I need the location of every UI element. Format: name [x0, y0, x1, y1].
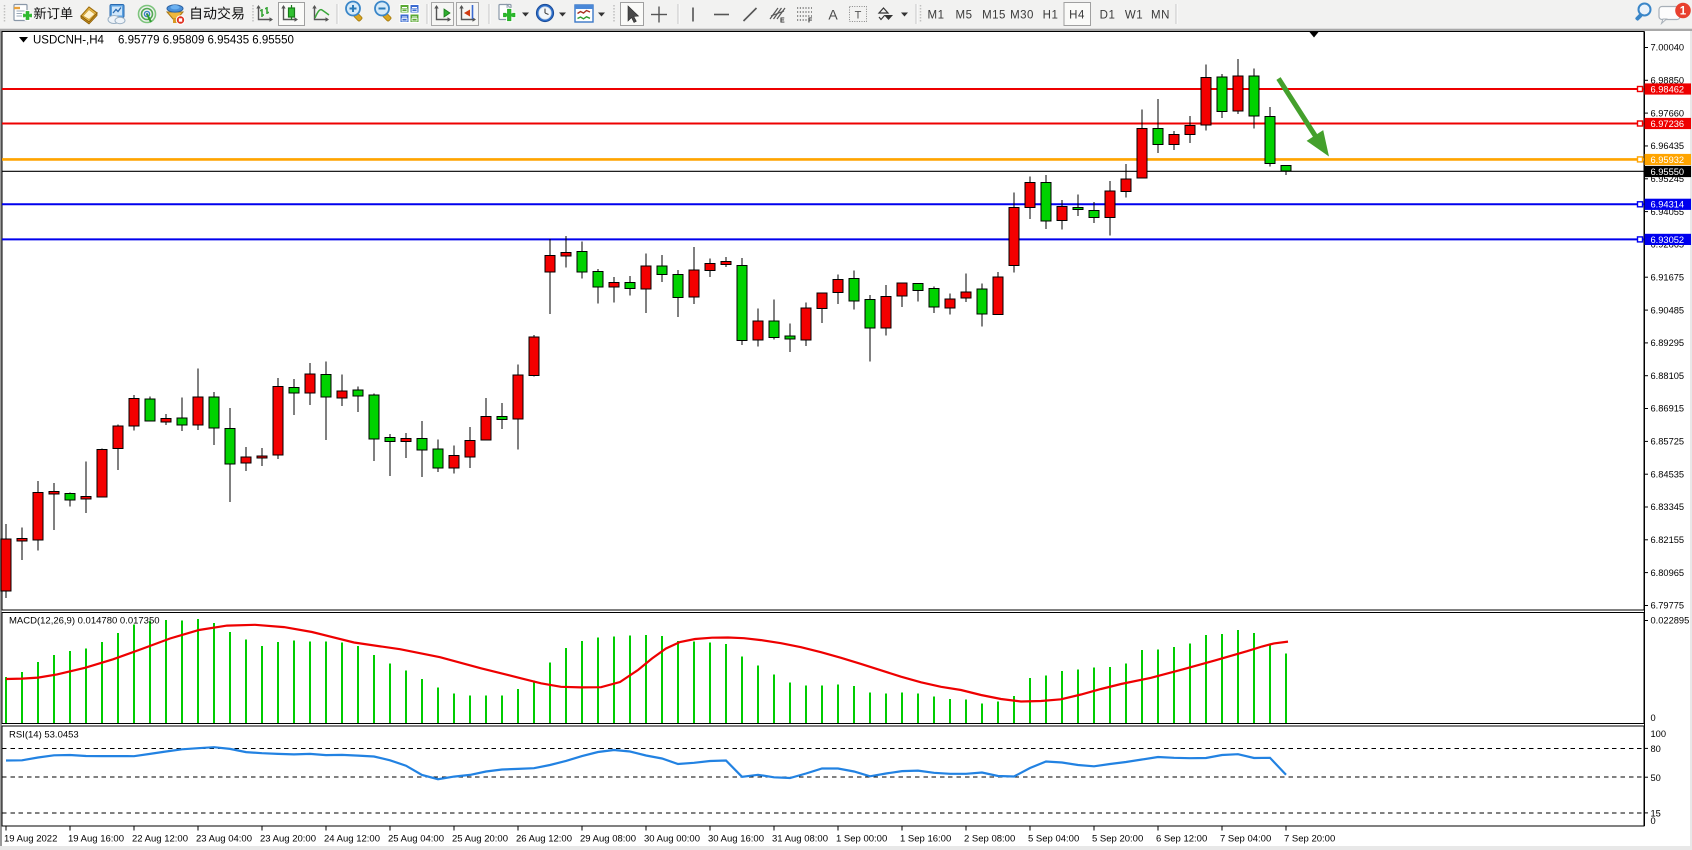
svg-text:6.95550: 6.95550	[1651, 167, 1685, 177]
svg-text:F: F	[808, 18, 813, 25]
svg-text:D1: D1	[1100, 10, 1116, 22]
svg-text:5 Sep 20:00: 5 Sep 20:00	[1092, 834, 1143, 845]
svg-text:100: 100	[1651, 729, 1667, 739]
svg-text:H4: H4	[1069, 10, 1085, 22]
svg-text:6.82155: 6.82155	[1651, 535, 1685, 545]
svg-text:15: 15	[1651, 808, 1661, 818]
svg-text:7.00040: 7.00040	[1651, 43, 1685, 53]
svg-text:6.88105: 6.88105	[1651, 371, 1685, 381]
svg-text:H1: H1	[1043, 10, 1059, 22]
svg-text:1: 1	[1680, 6, 1687, 18]
svg-text:6.90485: 6.90485	[1651, 305, 1685, 315]
svg-text:1 Sep 00:00: 1 Sep 00:00	[836, 834, 887, 845]
svg-text:A: A	[828, 7, 838, 23]
svg-text:6.94055: 6.94055	[1651, 207, 1685, 217]
svg-text:6 Sep 12:00: 6 Sep 12:00	[1156, 834, 1207, 845]
svg-text:6.83345: 6.83345	[1651, 502, 1685, 512]
svg-text:0: 0	[1651, 713, 1656, 723]
svg-text:M5: M5	[956, 10, 973, 22]
svg-text:6.95779 6.95809 6.95435 6.9555: 6.95779 6.95809 6.95435 6.95550	[118, 35, 294, 47]
svg-text:19 Aug 2022: 19 Aug 2022	[4, 834, 57, 845]
svg-text:6.98462: 6.98462	[1651, 84, 1685, 94]
svg-text:6.80965: 6.80965	[1651, 568, 1685, 578]
svg-text:0.022895: 0.022895	[1651, 616, 1690, 626]
svg-text:0: 0	[1651, 816, 1656, 826]
svg-text:23 Aug 04:00: 23 Aug 04:00	[196, 834, 252, 845]
svg-text:6.95932: 6.95932	[1651, 155, 1685, 165]
svg-text:22 Aug 12:00: 22 Aug 12:00	[132, 834, 188, 845]
svg-text:M15: M15	[982, 10, 1006, 22]
svg-text:31 Aug 08:00: 31 Aug 08:00	[772, 834, 828, 845]
svg-text:6.96435: 6.96435	[1651, 141, 1685, 151]
svg-text:50: 50	[1651, 773, 1661, 783]
svg-text:26 Aug 12:00: 26 Aug 12:00	[516, 834, 572, 845]
svg-text:E: E	[780, 18, 785, 25]
svg-text:6.84535: 6.84535	[1651, 469, 1685, 479]
svg-text:6.91675: 6.91675	[1651, 272, 1685, 282]
svg-text:5 Sep 04:00: 5 Sep 04:00	[1028, 834, 1079, 845]
svg-text:1 Sep 16:00: 1 Sep 16:00	[900, 834, 951, 845]
svg-text:6.94314: 6.94314	[1651, 200, 1685, 210]
svg-text:19 Aug 16:00: 19 Aug 16:00	[68, 834, 124, 845]
svg-text:T: T	[855, 10, 862, 22]
svg-text:M30: M30	[1010, 10, 1034, 22]
svg-text:29 Aug 08:00: 29 Aug 08:00	[580, 834, 636, 845]
svg-text:6.97236: 6.97236	[1651, 119, 1685, 129]
svg-text:RSI(14) 53.0453: RSI(14) 53.0453	[9, 730, 79, 741]
svg-text:7 Sep 04:00: 7 Sep 04:00	[1220, 834, 1271, 845]
svg-text:23 Aug 20:00: 23 Aug 20:00	[260, 834, 316, 845]
svg-text:25 Aug 04:00: 25 Aug 04:00	[388, 834, 444, 845]
svg-text:6.79775: 6.79775	[1651, 601, 1685, 611]
svg-text:MN: MN	[1151, 10, 1170, 22]
svg-text:MACD(12,26,9) 0.014780 0.01735: MACD(12,26,9) 0.014780 0.017350	[9, 616, 160, 627]
svg-text:6.85725: 6.85725	[1651, 437, 1685, 447]
svg-text:M1: M1	[928, 10, 945, 22]
svg-text:6.93052: 6.93052	[1651, 235, 1685, 245]
svg-text:7 Sep 20:00: 7 Sep 20:00	[1284, 834, 1335, 845]
svg-text:80: 80	[1651, 744, 1661, 754]
svg-text:25 Aug 20:00: 25 Aug 20:00	[452, 834, 508, 845]
svg-text:USDCNH-,H4: USDCNH-,H4	[33, 35, 105, 47]
svg-text:6.86915: 6.86915	[1651, 404, 1685, 414]
svg-text:6.97660: 6.97660	[1651, 108, 1685, 118]
svg-text:2 Sep 08:00: 2 Sep 08:00	[964, 834, 1015, 845]
svg-text:W1: W1	[1125, 10, 1143, 22]
svg-text:30 Aug 16:00: 30 Aug 16:00	[708, 834, 764, 845]
svg-text:30 Aug 00:00: 30 Aug 00:00	[644, 834, 700, 845]
svg-text:6.98850: 6.98850	[1651, 76, 1685, 86]
svg-text:24 Aug 12:00: 24 Aug 12:00	[324, 834, 380, 845]
svg-text:6.89295: 6.89295	[1651, 338, 1685, 348]
svg-text:6.95245: 6.95245	[1651, 174, 1685, 184]
